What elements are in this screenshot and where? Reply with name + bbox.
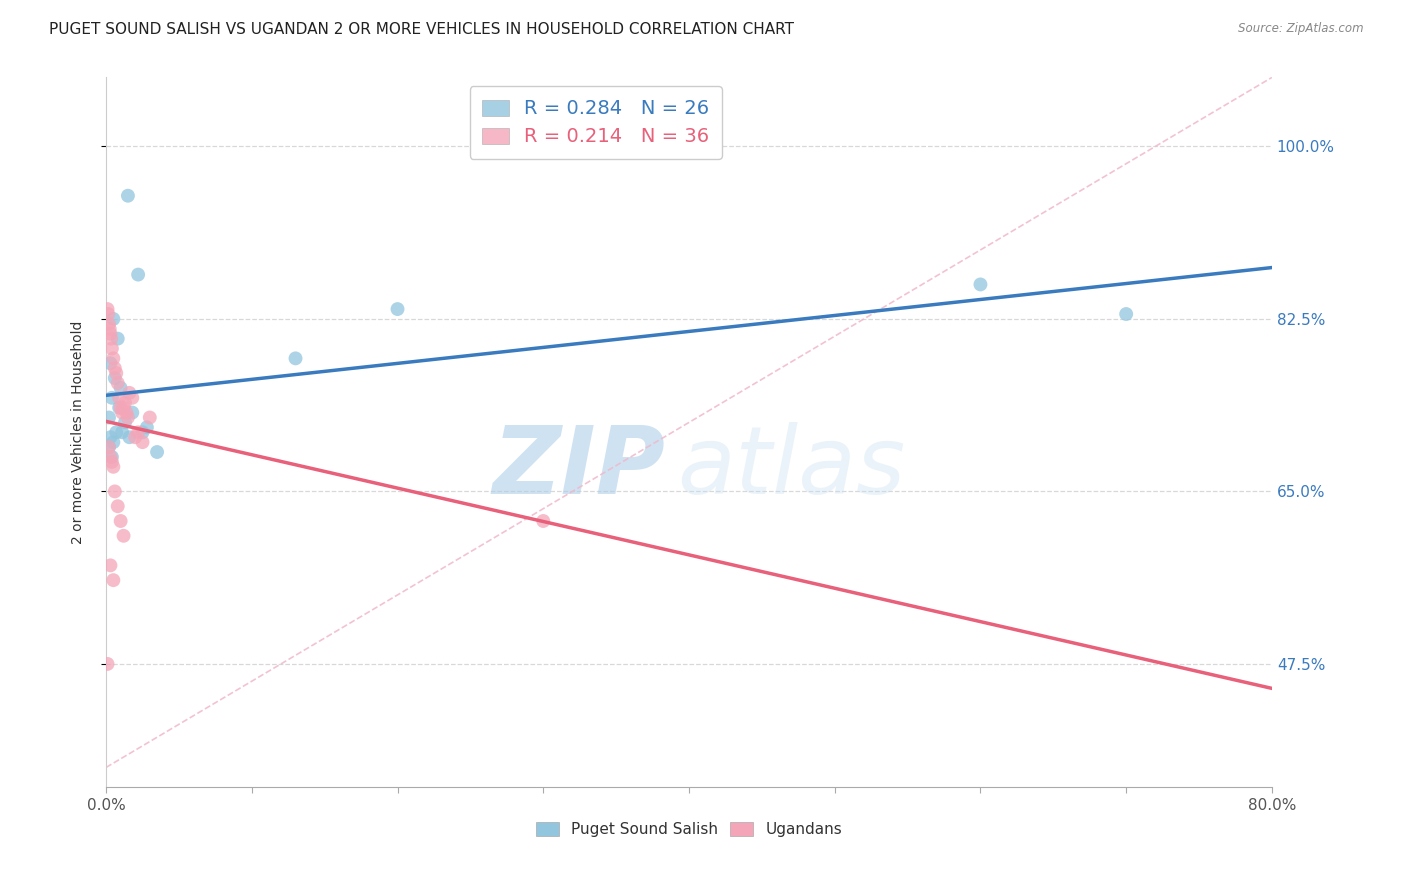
Point bbox=[103, 351, 125, 366]
Point bbox=[98, 440, 121, 454]
Point bbox=[103, 312, 125, 326]
Point bbox=[96, 302, 118, 317]
Point bbox=[124, 430, 146, 444]
Point bbox=[98, 322, 121, 336]
Point bbox=[139, 410, 162, 425]
Point bbox=[103, 435, 125, 450]
Point bbox=[98, 410, 121, 425]
Point bbox=[135, 420, 157, 434]
Point bbox=[98, 317, 121, 331]
Point bbox=[1115, 307, 1137, 321]
Point bbox=[96, 657, 118, 671]
Point bbox=[101, 342, 124, 356]
Point bbox=[121, 391, 143, 405]
Point bbox=[103, 459, 125, 474]
Point bbox=[114, 395, 136, 409]
Point bbox=[104, 484, 127, 499]
Point bbox=[100, 332, 122, 346]
Point bbox=[112, 529, 135, 543]
Point bbox=[127, 425, 149, 440]
Point bbox=[108, 401, 131, 415]
Point bbox=[103, 573, 125, 587]
Point bbox=[97, 307, 120, 321]
Point bbox=[117, 188, 139, 202]
Y-axis label: 2 or more Vehicles in Household: 2 or more Vehicles in Household bbox=[72, 320, 86, 544]
Point bbox=[101, 450, 124, 464]
Point bbox=[111, 425, 134, 440]
Point bbox=[284, 351, 307, 366]
Point bbox=[107, 376, 129, 390]
Point bbox=[969, 277, 991, 292]
Text: Source: ZipAtlas.com: Source: ZipAtlas.com bbox=[1239, 22, 1364, 36]
Point bbox=[107, 500, 129, 514]
Point bbox=[111, 406, 134, 420]
Point bbox=[117, 410, 139, 425]
Point bbox=[98, 440, 121, 454]
Point bbox=[118, 385, 141, 400]
Point bbox=[110, 514, 132, 528]
Point bbox=[108, 391, 131, 405]
Point bbox=[100, 326, 122, 341]
Point bbox=[105, 425, 128, 440]
Point bbox=[112, 401, 135, 415]
Point bbox=[131, 435, 153, 450]
Legend: Puget Sound Salish, Ugandans: Puget Sound Salish, Ugandans bbox=[530, 816, 848, 843]
Point bbox=[118, 430, 141, 444]
Point bbox=[110, 381, 132, 395]
Point bbox=[104, 371, 127, 385]
Point bbox=[146, 445, 169, 459]
Point bbox=[115, 406, 138, 420]
Text: PUGET SOUND SALISH VS UGANDAN 2 OR MORE VEHICLES IN HOUSEHOLD CORRELATION CHART: PUGET SOUND SALISH VS UGANDAN 2 OR MORE … bbox=[49, 22, 794, 37]
Point bbox=[100, 558, 122, 573]
Point bbox=[105, 366, 128, 380]
Point bbox=[100, 430, 122, 444]
Text: ZIP: ZIP bbox=[492, 422, 665, 514]
Point bbox=[131, 425, 153, 440]
Point bbox=[104, 361, 127, 376]
Point bbox=[100, 450, 122, 464]
Point bbox=[114, 416, 136, 430]
Point bbox=[110, 401, 132, 415]
Point bbox=[127, 268, 149, 282]
Point bbox=[531, 514, 554, 528]
Point bbox=[101, 455, 124, 469]
Point bbox=[100, 356, 122, 370]
Text: atlas: atlas bbox=[678, 422, 905, 513]
Point bbox=[101, 391, 124, 405]
Point bbox=[387, 302, 409, 317]
Point bbox=[121, 406, 143, 420]
Point bbox=[107, 332, 129, 346]
